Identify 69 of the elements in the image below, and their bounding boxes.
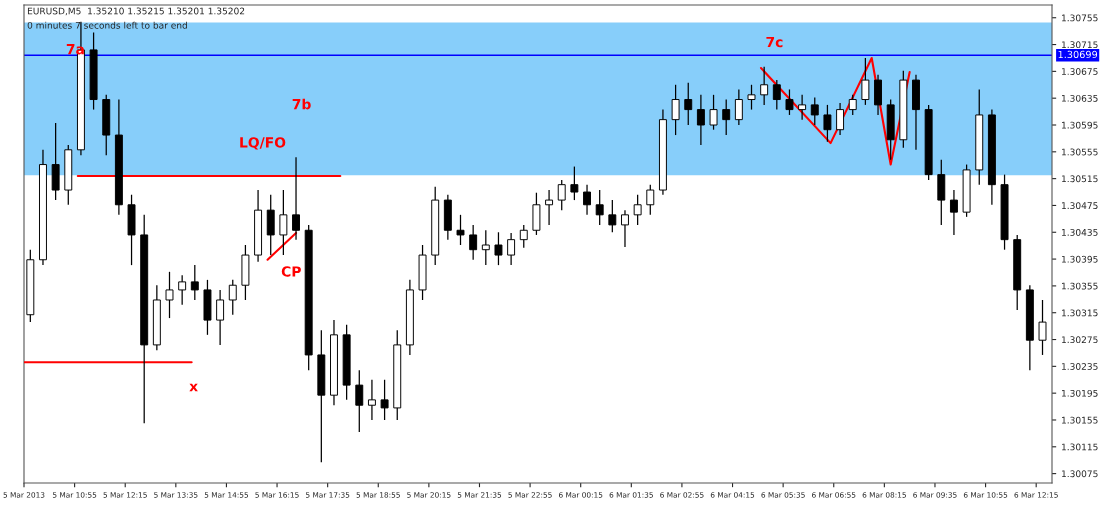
candlestick (646, 184, 655, 216)
y-tick-label: 1.30115 (1062, 443, 1098, 451)
candlestick (355, 369, 364, 433)
candlestick (1038, 299, 1047, 356)
candlestick (279, 189, 288, 256)
candlestick (178, 274, 187, 306)
annotation: x (189, 383, 198, 392)
candlestick (734, 88, 743, 126)
candlestick (798, 94, 807, 121)
candlestick (747, 84, 756, 111)
candlestick (772, 79, 781, 111)
y-tick-label: 1.30315 (1062, 309, 1098, 317)
candlestick (494, 231, 503, 266)
y-tick-label: 1.30435 (1062, 229, 1098, 236)
candlestick (709, 94, 718, 131)
candlestick (456, 214, 465, 246)
y-tick-label: 1.30275 (1062, 336, 1098, 344)
candlestick (165, 271, 174, 319)
y-tick-label: 1.30715 (1062, 41, 1098, 49)
candlestick (481, 229, 490, 266)
candlestick (836, 102, 845, 136)
candlestick (595, 189, 604, 226)
candlestick (292, 156, 300, 241)
candlestick (570, 165, 579, 201)
candlestick (823, 104, 832, 143)
candlestick (633, 194, 642, 226)
y-tick-label: 1.30595 (1062, 121, 1098, 129)
y-tick-label: 1.30675 (1062, 68, 1098, 75)
y-tick-label: 1.30155 (1062, 416, 1098, 424)
y-tick-label: 1.30555 (1062, 148, 1098, 156)
y-tick-label: 1.30515 (1062, 175, 1098, 183)
candlestick (608, 199, 617, 233)
candlestick (469, 224, 478, 261)
candlestick (557, 179, 566, 211)
candlestick (367, 379, 376, 421)
candlestick (810, 96, 819, 126)
y-tick-label: 1.30355 (1062, 282, 1098, 290)
annotation: CP (281, 266, 301, 277)
candlestick (949, 189, 958, 236)
candlestick (507, 232, 516, 266)
candlestick (583, 184, 591, 216)
y-tick-label: 1.30195 (1062, 389, 1098, 397)
candlestick (671, 84, 680, 136)
candlestick (228, 279, 237, 316)
candlestick (684, 82, 693, 126)
candlestick (785, 88, 794, 116)
candlestick (216, 289, 225, 346)
ref-line-label: 1.30699 (1058, 50, 1098, 59)
y-tick-label: 1.30395 (1062, 255, 1098, 263)
candlestick (545, 189, 554, 226)
candlestick (519, 224, 528, 249)
candlestick (380, 379, 389, 421)
y-tick-label: 1.30475 (1062, 202, 1098, 210)
y-tick-label: 1.30075 (1062, 470, 1098, 478)
candlestick (861, 57, 870, 106)
y-tick-label: 1.30635 (1062, 94, 1098, 102)
annotation: LQ/FO (240, 137, 286, 150)
candlestick (696, 94, 705, 146)
annotation: 7b (292, 98, 311, 110)
y-tick-label: 1.30235 (1062, 363, 1098, 370)
candlestick (722, 98, 731, 136)
candlestick (760, 66, 769, 106)
text: 0 minutes 7 seconds left to bar end (27, 21, 187, 29)
annotation: 7c (766, 36, 783, 48)
candlestick (621, 209, 629, 248)
candlestick (190, 264, 199, 301)
candlestick (848, 94, 857, 116)
y-tick-label: 1.30755 (1062, 14, 1098, 22)
chart-title: EURUSD,M5 1.35210 1.35215 1.35201 1.35202 (27, 7, 245, 16)
